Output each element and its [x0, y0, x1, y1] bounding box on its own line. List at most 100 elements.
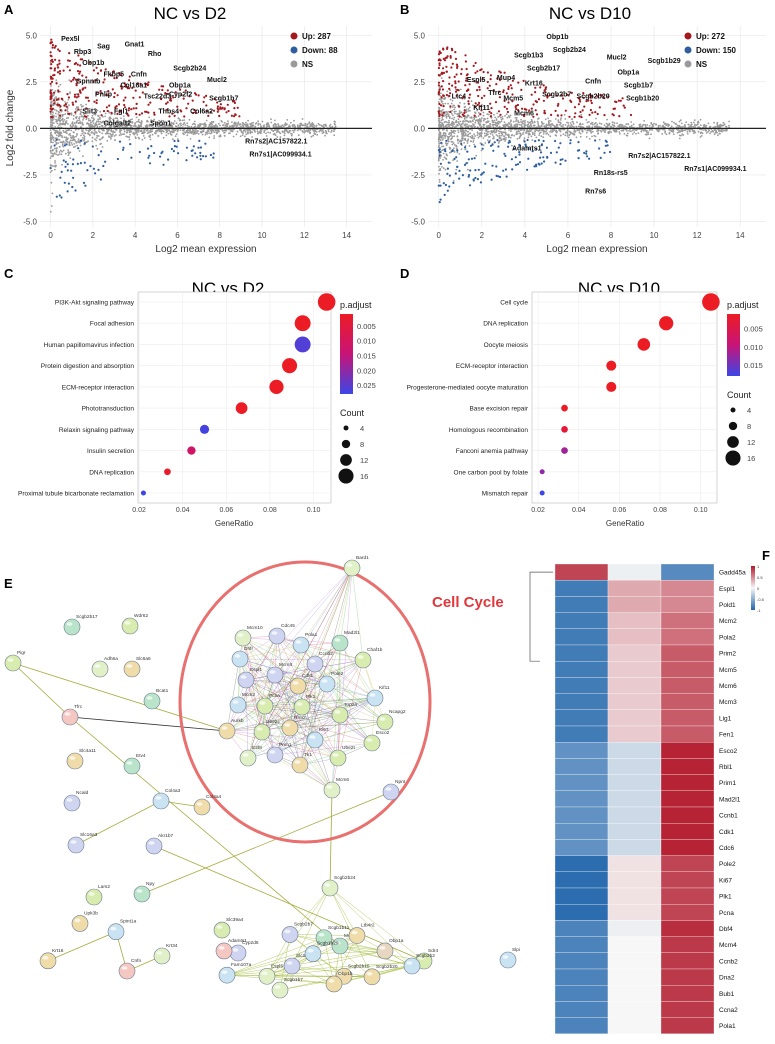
down-point	[439, 201, 441, 203]
up-point	[93, 101, 95, 103]
up-point	[448, 83, 450, 85]
ns-point	[516, 126, 518, 128]
ns-point	[571, 118, 573, 120]
ns-point	[66, 102, 68, 104]
ns-point	[462, 135, 464, 137]
ns-point	[161, 129, 163, 131]
network-node-label: Adh6a	[104, 656, 118, 662]
network-node-highlight	[262, 971, 268, 975]
x-tick-label: 10	[258, 231, 267, 240]
ns-point	[567, 133, 569, 135]
network-node	[134, 886, 150, 902]
down-point	[538, 164, 540, 166]
up-point	[499, 114, 501, 116]
up-point	[50, 67, 52, 69]
ns-point	[492, 124, 494, 126]
up-point	[198, 94, 200, 96]
ns-point	[136, 117, 138, 119]
up-point	[599, 106, 601, 108]
ns-point	[625, 123, 627, 125]
ns-point	[154, 132, 156, 134]
ns-point	[186, 134, 188, 136]
ns-point	[557, 119, 559, 121]
ns-point	[647, 131, 649, 133]
network-node-label: Tk1	[304, 752, 312, 758]
ns-point	[101, 122, 103, 124]
up-point	[97, 72, 99, 74]
up-point	[538, 98, 540, 100]
ns-point	[82, 116, 84, 118]
ns-point	[453, 119, 455, 121]
up-point	[50, 39, 52, 41]
ns-point	[77, 142, 79, 144]
ns-point	[102, 130, 104, 132]
ns-point	[702, 132, 704, 134]
down-point	[72, 177, 74, 179]
ns-point	[93, 122, 95, 124]
ns-point	[554, 125, 556, 127]
network-node-label: Etv4	[136, 753, 146, 759]
up-point	[96, 102, 98, 104]
network-node-label: Dhfr	[244, 646, 253, 652]
ns-point	[60, 84, 62, 86]
up-point	[124, 97, 126, 99]
ns-point	[60, 150, 62, 152]
ns-point	[67, 111, 69, 113]
network-node-label: Pola1	[305, 632, 318, 638]
legend-label: Up: 272	[696, 32, 725, 41]
down-point	[198, 140, 200, 142]
up-point	[51, 59, 53, 61]
ns-point	[76, 134, 78, 136]
ns-point	[442, 103, 444, 105]
ns-point	[479, 136, 481, 138]
gene-label: Slit3	[82, 108, 97, 115]
ns-point	[91, 140, 93, 142]
network-node-label: Obp1a	[389, 938, 404, 944]
ns-point	[54, 109, 56, 111]
ns-point	[694, 119, 696, 121]
ns-point	[503, 135, 505, 137]
ns-point	[477, 133, 479, 135]
ns-point	[632, 133, 634, 135]
ns-point	[633, 131, 635, 133]
colorbar	[340, 314, 353, 394]
ns-point	[193, 132, 195, 134]
up-point	[158, 89, 160, 91]
ns-point	[144, 137, 146, 139]
ns-point	[88, 118, 90, 120]
ns-point	[293, 131, 295, 133]
x-tick-label: 0	[437, 231, 442, 240]
ns-point	[213, 137, 215, 139]
down-point	[199, 152, 201, 154]
up-point	[217, 105, 219, 107]
ns-point	[499, 121, 501, 123]
ns-point	[238, 122, 240, 124]
gene-label: Scgb2b7	[542, 92, 571, 99]
network-node-label: Mcm2	[242, 692, 255, 698]
ns-point	[717, 122, 719, 124]
down-point	[550, 152, 552, 154]
up-point	[438, 82, 440, 84]
up-point	[464, 54, 466, 56]
ns-point	[526, 132, 528, 134]
ns-point	[189, 130, 191, 132]
ns-point	[102, 146, 104, 148]
ns-point	[54, 160, 56, 162]
ns-point	[650, 122, 652, 124]
ns-point	[649, 138, 651, 140]
ns-point	[475, 112, 477, 114]
x-tick-label: 10	[650, 231, 659, 240]
down-point	[585, 150, 587, 152]
up-point	[440, 73, 442, 75]
down-point	[202, 155, 204, 157]
up-point	[147, 112, 149, 114]
heatmap-cell	[608, 807, 661, 823]
ns-point	[72, 121, 74, 123]
ns-point	[78, 118, 80, 120]
ns-point	[677, 125, 679, 127]
ns-point	[438, 130, 440, 132]
ns-point	[264, 129, 266, 131]
ns-point	[721, 131, 723, 133]
heatmap-cell	[555, 710, 608, 726]
ns-point	[618, 131, 620, 133]
